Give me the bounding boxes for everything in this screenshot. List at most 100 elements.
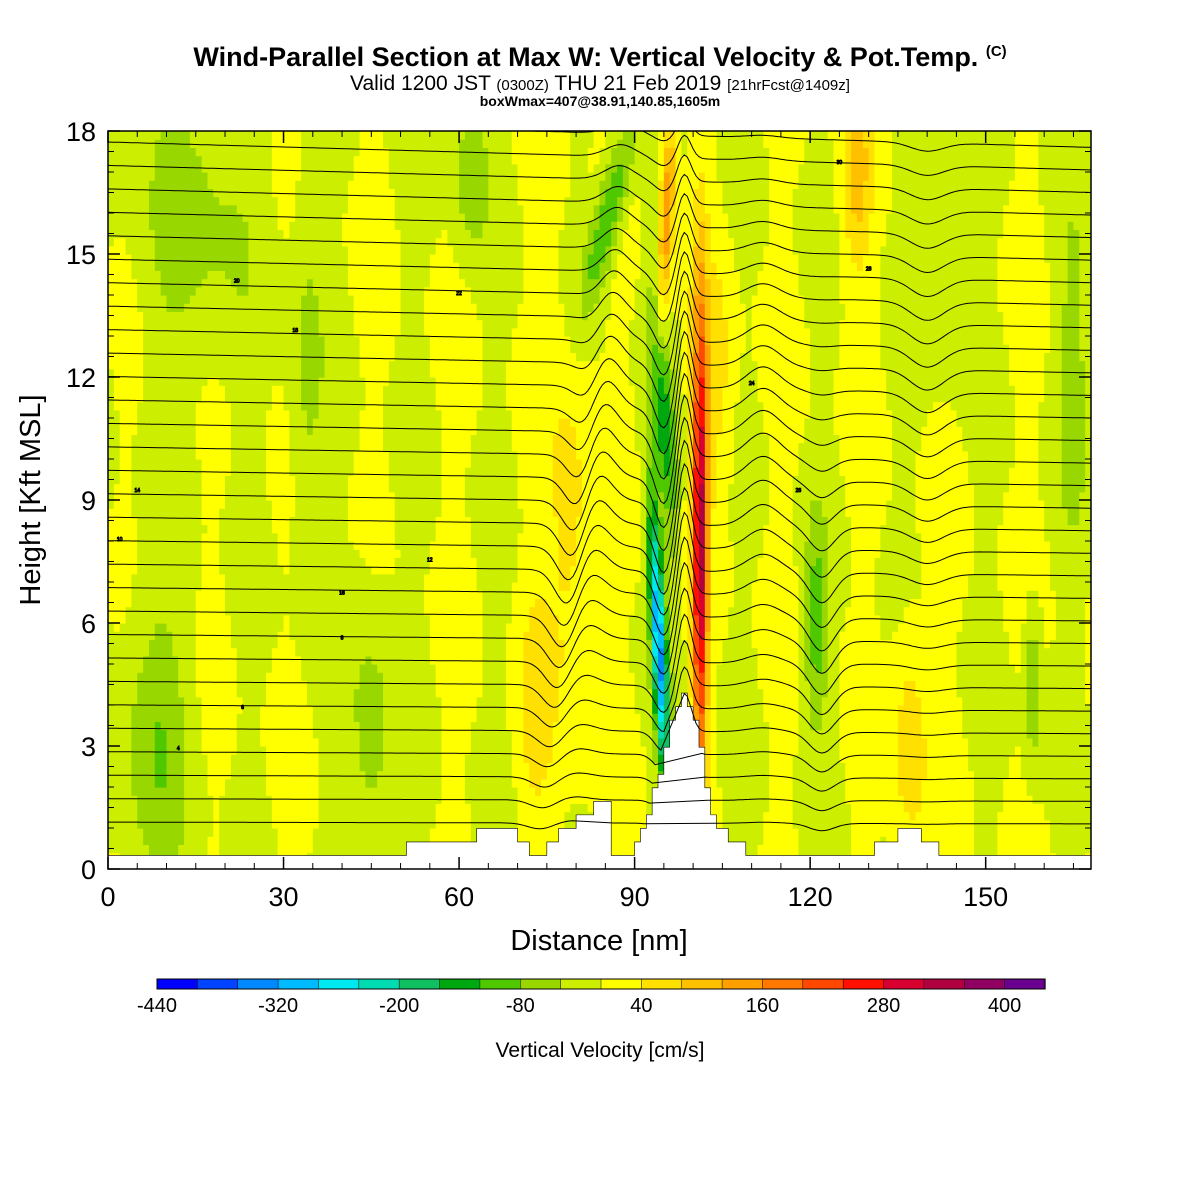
velocity-cell: [201, 680, 209, 690]
velocity-cell: [330, 573, 337, 583]
velocity-cell: [172, 688, 179, 698]
velocity-cell: [342, 327, 349, 337]
velocity-cell: [166, 377, 173, 386]
velocity-cell: [119, 647, 127, 657]
velocity-cell: [225, 475, 232, 485]
velocity-cell: [225, 787, 232, 796]
velocity-cell: [406, 319, 413, 329]
velocity-cell: [131, 762, 138, 772]
velocity-cell: [254, 762, 261, 772]
velocity-cell: [371, 450, 378, 460]
velocity-cell: [353, 229, 361, 239]
velocity-cell: [189, 606, 197, 616]
velocity-cell: [318, 311, 326, 321]
velocity-cell: [377, 286, 384, 296]
velocity-cell: [306, 475, 314, 485]
velocity-cell: [277, 508, 285, 517]
velocity-cell: [418, 524, 425, 534]
velocity-cell: [306, 286, 314, 296]
velocity-cell: [342, 631, 349, 640]
velocity-cell: [265, 672, 273, 681]
velocity-cell: [283, 770, 290, 780]
velocity-cell: [377, 508, 384, 517]
velocity-cell: [166, 491, 173, 501]
velocity-cell: [201, 377, 209, 386]
velocity-cell: [289, 204, 296, 214]
velocity-cell: [400, 254, 408, 263]
velocity-cell: [113, 221, 121, 230]
velocity-cell: [137, 664, 144, 673]
velocity-cell: [336, 426, 343, 435]
velocity-cell: [254, 508, 261, 517]
velocity-cell: [184, 836, 191, 845]
velocity-cell: [271, 787, 279, 796]
velocity-cell: [242, 614, 250, 624]
velocity-cell: [283, 303, 290, 312]
velocity-cell: [119, 836, 127, 845]
velocity-cell: [359, 787, 367, 796]
velocity-cell: [412, 360, 419, 370]
velocity-cell: [301, 614, 308, 624]
velocity-cell: [342, 836, 349, 845]
velocity-cell: [119, 172, 127, 181]
velocity-cell: [119, 729, 127, 739]
velocity-cell: [119, 655, 127, 665]
velocity-cell: [125, 368, 132, 378]
velocity-cell: [418, 163, 425, 173]
velocity-cell: [418, 204, 425, 214]
velocity-cell: [189, 655, 197, 665]
velocity-cell: [225, 803, 232, 813]
velocity-cell: [318, 565, 326, 575]
velocity-cell: [394, 836, 402, 845]
velocity-cell: [119, 672, 127, 681]
velocity-cell: [353, 163, 361, 173]
velocity-cell: [219, 664, 226, 673]
velocity-cell: [342, 180, 349, 189]
velocity-cell: [271, 188, 279, 198]
velocity-cell: [394, 483, 402, 493]
velocity-cell: [301, 688, 308, 698]
velocity-cell: [353, 188, 361, 198]
velocity-cell: [353, 770, 361, 780]
velocity-cell: [172, 532, 179, 542]
velocity-cell: [119, 483, 127, 493]
velocity-cell: [148, 696, 156, 706]
velocity-cell: [260, 623, 267, 632]
velocity-cell: [125, 787, 132, 796]
velocity-cell: [207, 303, 214, 312]
velocity-cell: [160, 286, 168, 296]
velocity-cell: [406, 770, 413, 780]
velocity-cell: [429, 705, 437, 714]
velocity-cell: [277, 286, 285, 296]
velocity-cell: [406, 237, 413, 247]
velocity-cell: [423, 582, 431, 591]
velocity-cell: [172, 483, 179, 493]
velocity-cell: [137, 213, 144, 222]
velocity-cell: [400, 762, 408, 772]
velocity-cell: [265, 565, 273, 575]
velocity-cell: [342, 213, 349, 222]
velocity-cell: [412, 352, 419, 362]
velocity-cell: [178, 254, 185, 263]
velocity-cell: [388, 131, 396, 140]
velocity-cell: [423, 778, 431, 788]
velocity-cell: [260, 204, 267, 214]
velocity-cell: [242, 828, 250, 837]
velocity-cell: [353, 475, 361, 485]
velocity-cell: [383, 442, 390, 452]
velocity-cell: [406, 311, 413, 321]
velocity-cell: [166, 590, 173, 599]
velocity-cell: [342, 729, 349, 739]
velocity-cell: [154, 598, 162, 608]
velocity-cell: [400, 844, 408, 854]
velocity-cell: [248, 155, 255, 165]
velocity-cell: [394, 623, 402, 632]
velocity-cell: [265, 541, 273, 550]
velocity-cell: [108, 286, 115, 296]
velocity-cell: [418, 377, 425, 386]
velocity-cell: [359, 729, 367, 739]
velocity-cell: [336, 434, 343, 444]
velocity-cell: [137, 508, 144, 517]
velocity-cell: [400, 770, 408, 780]
velocity-cell: [324, 754, 331, 763]
